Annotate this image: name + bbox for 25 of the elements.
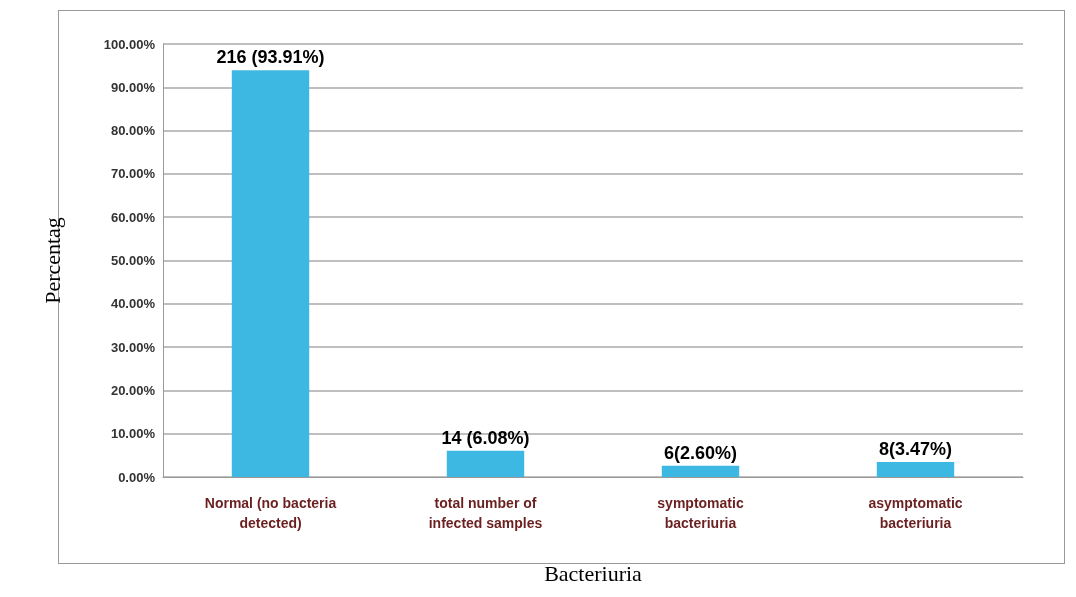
- x-tick-label: total number of infected samples: [428, 495, 543, 531]
- y-tick-label: 90.00%: [110, 79, 156, 95]
- data-label: 216 (93.91%): [216, 47, 325, 68]
- y-tick-label: 60.00%: [110, 209, 156, 225]
- x-tick-label: symptomatic bacteriuria: [657, 495, 744, 531]
- y-tick-label: 10.00%: [110, 426, 156, 442]
- y-tick-label: 70.00%: [110, 166, 156, 182]
- x-tick-label: Normal (no bacteria detected): [204, 495, 337, 531]
- data-label: 6(2.60%): [663, 442, 738, 463]
- y-tick-label: 80.00%: [110, 123, 156, 139]
- x-axis-title: Bacteriuria: [544, 560, 643, 586]
- bar: [661, 465, 740, 477]
- y-tick-label: 50.00%: [110, 253, 156, 268]
- bar: [876, 461, 955, 477]
- y-tick-label: 20.00%: [110, 382, 156, 398]
- data-label: 14 (6.08%): [441, 427, 530, 448]
- y-tick-label: 100.00%: [103, 36, 156, 52]
- y-tick-label: 0.00%: [118, 469, 156, 485]
- y-axis-title: Percentag: [39, 217, 65, 304]
- data-label: 8(3.47%): [878, 438, 953, 459]
- y-tick-label: 30.00%: [110, 339, 156, 355]
- bar: [231, 70, 310, 477]
- bar: [446, 450, 525, 477]
- y-tick-label: 40.00%: [110, 296, 156, 312]
- x-tick-label: asymptomatic bacteriuria: [868, 495, 963, 531]
